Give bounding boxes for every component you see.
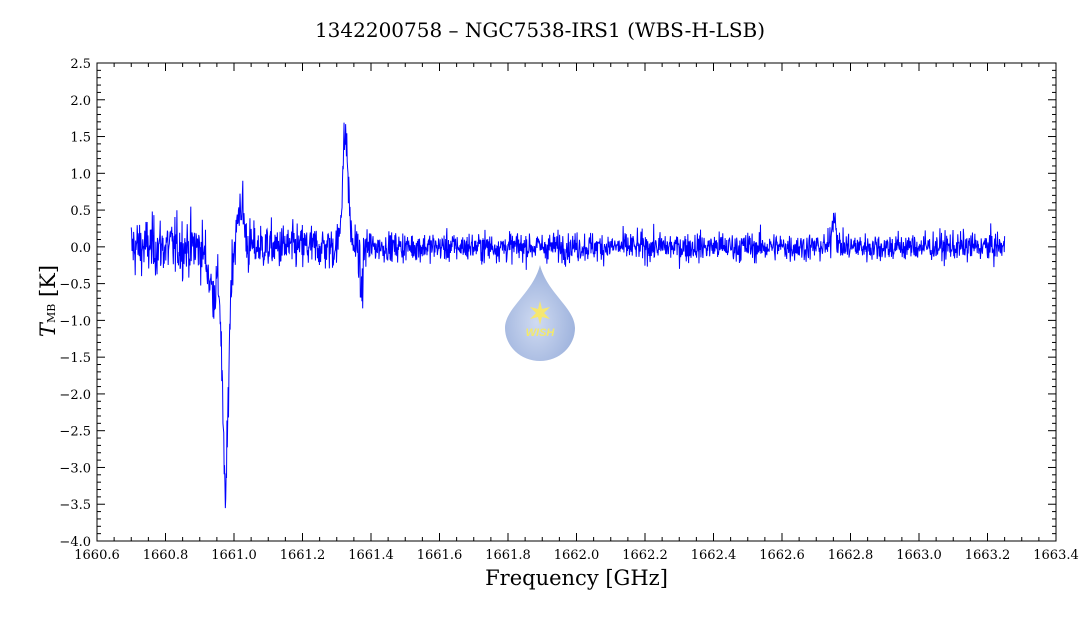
y-tick-label: −3.0 [59,461,91,476]
wish-logo: WISH [503,263,577,361]
x-tick-label: 1661.0 [211,548,257,563]
x-tick-label: 1662.0 [554,548,600,563]
wish-logo-text: WISH [526,327,556,339]
x-tick-label: 1662.4 [691,548,737,563]
x-tick-label: 1661.2 [280,548,326,563]
x-tick-labels: 1660.6 1660.8 1661.0 1661.2 1661.4 1661.6 1661… [74,548,1079,563]
spectrum-line [130,122,1006,509]
x-tick-label: 1661.4 [348,548,394,563]
y-tick-labels: 2.5 2.0 1.5 1.0 0.5 0.0 −0.5 −1.0 −1.5 −2.0 −2.5 −3… [59,57,91,550]
x-tick-label: 1663.0 [896,548,942,563]
y-tick-label: 1.5 [70,131,91,146]
y-axis-label: TMB [K] [36,264,60,338]
x-tick-label: 1662.6 [759,548,805,563]
x-tick-label: 1663.4 [1033,548,1079,563]
x-tick-label: 1661.8 [485,548,531,563]
y-tick-label: 0.0 [70,241,91,256]
y-tick-label: −2.0 [59,388,91,403]
y-tick-label: −1.0 [59,314,91,329]
axis-ticks [96,62,1057,542]
y-tick-label: 1.0 [70,167,91,182]
x-tick-label: 1662.2 [622,548,668,563]
x-axis-label: Frequency [GHz] [485,566,668,590]
y-tick-label: −1.5 [59,351,91,366]
x-tick-label: 1662.8 [828,548,874,563]
chart-title: 1342200758 – NGC7538-IRS1 (WBS-H-LSB) [314,18,766,42]
y-tick-label: −0.5 [59,278,91,293]
y-tick-label: 2.5 [70,57,91,72]
y-tick-label: 2.0 [70,94,91,109]
y-tick-label: −3.5 [59,498,91,513]
x-tick-label: 1661.6 [417,548,463,563]
y-tick-label: 0.5 [70,204,91,219]
y-tick-label: −4.0 [59,535,91,550]
x-tick-label: 1663.2 [965,548,1011,563]
y-tick-label: −2.5 [59,425,91,440]
x-tick-label: 1660.8 [143,548,189,563]
x-tick-label: 1660.6 [74,548,120,563]
